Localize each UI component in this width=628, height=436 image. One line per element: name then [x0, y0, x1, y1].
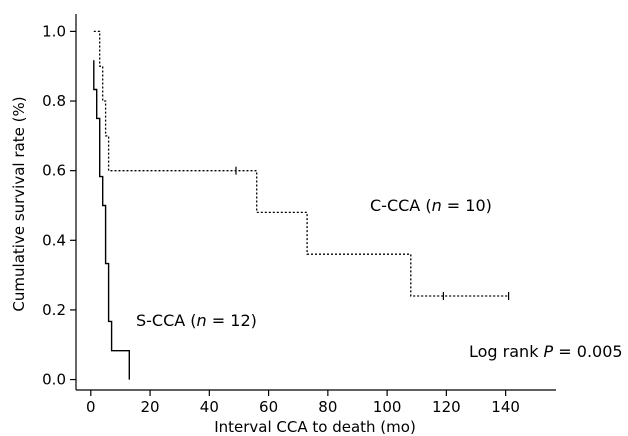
- c-cca-label: C-CCA (n = 10): [370, 196, 492, 215]
- s-cca-label-prefix: S-CCA (: [136, 311, 197, 330]
- y-tick-label: 0.8: [42, 92, 66, 110]
- y-tick-label: 0.2: [42, 301, 66, 319]
- logrank-label-p: P: [544, 342, 554, 361]
- c-cca-survival-line: [93, 30, 509, 297]
- x-tick-label: 40: [200, 398, 219, 416]
- c-cca-label-n: n: [432, 196, 442, 215]
- y-tick-label: 0.4: [42, 231, 66, 249]
- logrank-label-suffix: = 0.005: [553, 342, 622, 361]
- series-layer: [93, 30, 510, 380]
- x-tick-label: 0: [86, 398, 96, 416]
- y-tick-label: 1.0: [42, 22, 66, 40]
- s-cca-label-suffix: = 12): [207, 311, 257, 330]
- c-cca-label-prefix: C-CCA (: [370, 196, 432, 215]
- x-tick-label: 80: [318, 398, 337, 416]
- x-tick-label: 20: [141, 398, 160, 416]
- s-cca-label: S-CCA (n = 12): [136, 311, 257, 330]
- s-cca-label-n: n: [197, 311, 207, 330]
- x-ticks: 0 20 40 60 80 100 120 140: [86, 390, 520, 416]
- logrank-label: Log rank P = 0.005: [469, 342, 623, 361]
- y-ticks: 0.0 0.2 0.4 0.6 0.8 1.0: [42, 22, 76, 389]
- y-axis-label: Cumulative survival rate (%): [10, 96, 28, 311]
- x-tick-label: 140: [491, 398, 520, 416]
- s-cca-survival-line: [93, 60, 131, 380]
- x-tick-label: 60: [259, 398, 278, 416]
- logrank-label-prefix: Log rank: [469, 342, 544, 361]
- c-cca-label-suffix: = 10): [442, 196, 492, 215]
- axes: [75, 14, 556, 391]
- x-axis-label: Interval CCA to death (mo): [214, 418, 416, 436]
- x-tick-label: 120: [432, 398, 461, 416]
- y-tick-label: 0.6: [42, 162, 66, 180]
- y-tick-label: 0.0: [42, 371, 66, 389]
- x-tick-label: 100: [373, 398, 402, 416]
